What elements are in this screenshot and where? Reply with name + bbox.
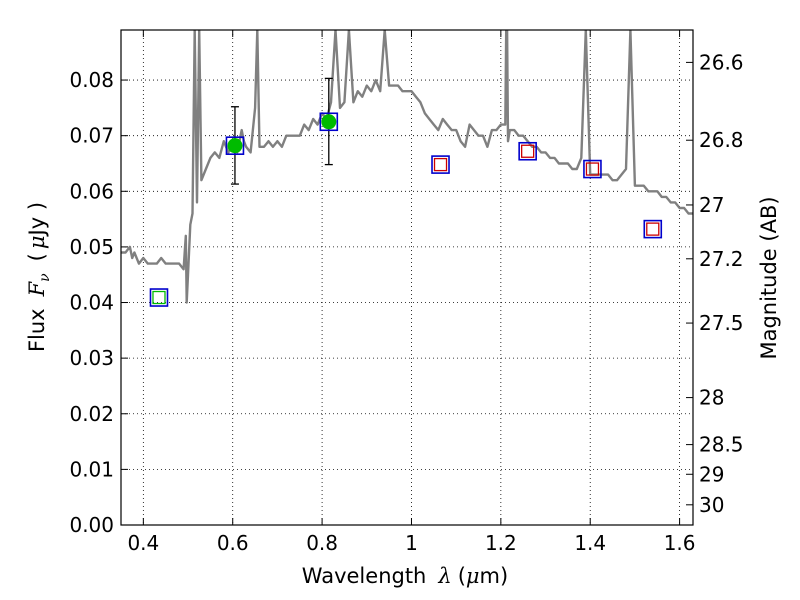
y-tick-label: 0.00 [69, 513, 114, 537]
x-tick-label: 0.4 [127, 531, 159, 555]
observed-point [152, 290, 166, 305]
mag-tick-label: 28 [699, 386, 724, 410]
x-tick-label: 1.6 [664, 531, 696, 555]
x-tick-label: 1 [405, 531, 418, 555]
model-point [521, 144, 535, 158]
x-tick-label: 0.6 [217, 531, 249, 555]
band-box [149, 288, 169, 307]
grid [121, 30, 693, 526]
x-tick-label: 1.2 [485, 531, 517, 555]
x-tick-label: 1.4 [574, 531, 606, 555]
y-tick-label: 0.01 [69, 457, 114, 481]
mag-tick-label: 27 [699, 193, 724, 217]
y-tick-label: 0.08 [69, 68, 114, 92]
y-axis-label: FluxFν(μJy ) [25, 202, 53, 352]
observed-point [227, 138, 243, 154]
band-box [319, 112, 339, 132]
band-box [583, 159, 602, 179]
y-tick-label: 0.05 [69, 235, 114, 259]
band-box [431, 155, 450, 174]
mag-tick-label: 29 [699, 462, 724, 486]
plot-area [121, 30, 693, 307]
observed-point [321, 114, 337, 130]
mag-tick-label: 27.2 [699, 247, 744, 271]
band-box [643, 219, 663, 239]
model-point [646, 222, 660, 236]
y2-axis-label: Magnitude (AB) [757, 196, 781, 359]
y-tick-label: 0.06 [69, 179, 114, 203]
y-tick-label: 0.02 [69, 402, 114, 426]
x-axis-label: Wavelength λ (μm) [302, 564, 508, 588]
band-box [225, 136, 245, 155]
band-box [518, 141, 537, 161]
y-tick-label: 0.07 [69, 124, 114, 148]
model-point [433, 157, 448, 172]
ticks [121, 30, 693, 526]
tick-labels: 0.4 0.6 0.8 1 1.2 1.4 1.6 0.00 0.01 0.02 0.03 0.04 0… [69, 50, 743, 555]
y-tick-label: 0.03 [69, 346, 114, 370]
axes-frame [120, 29, 694, 526]
mag-tick-label: 26.6 [699, 50, 744, 74]
mag-tick-label: 28.5 [699, 433, 744, 457]
x-tick-label: 0.8 [306, 531, 338, 555]
mag-tick-label: 30 [699, 493, 724, 517]
y-tick-label: 0.04 [69, 291, 114, 315]
sed-line [121, 30, 693, 304]
model-point [585, 162, 600, 176]
mag-tick-label: 27.5 [699, 311, 744, 335]
mag-tick-label: 26.8 [699, 128, 744, 152]
